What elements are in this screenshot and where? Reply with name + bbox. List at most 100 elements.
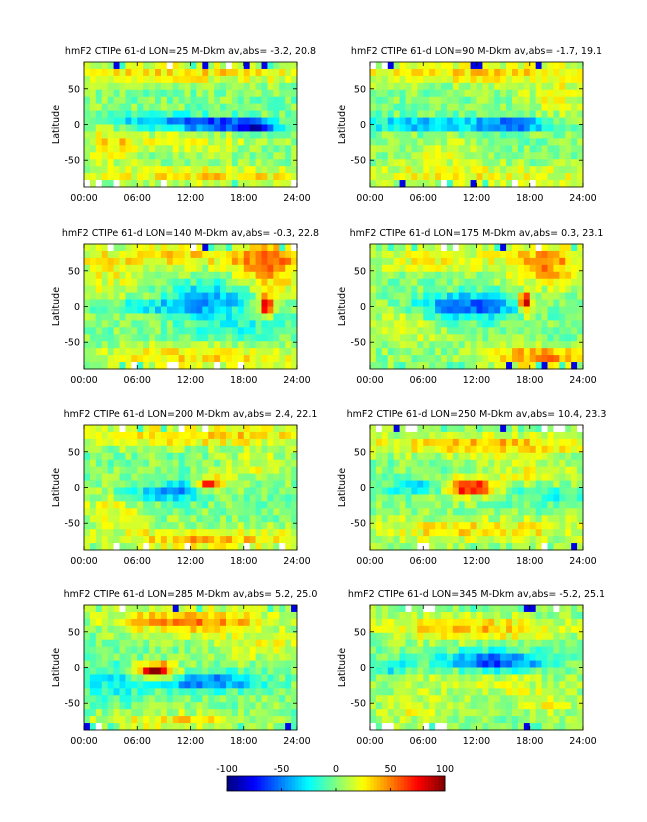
heatmap-cell bbox=[488, 438, 495, 447]
heatmap-cell bbox=[149, 159, 156, 167]
heatmap-cell bbox=[435, 355, 442, 363]
heatmap-cell bbox=[202, 166, 209, 174]
heatmap-cell bbox=[464, 68, 471, 77]
heatmap-cell bbox=[178, 96, 185, 105]
heatmap-cell bbox=[131, 96, 138, 105]
heatmap-cell bbox=[458, 145, 466, 153]
heatmap-cell bbox=[446, 152, 454, 160]
heatmap-cell bbox=[500, 320, 507, 328]
heatmap-cell bbox=[137, 173, 144, 181]
heatmap-cell bbox=[101, 431, 109, 440]
heatmap-cell bbox=[208, 103, 215, 112]
heatmap-cell bbox=[441, 131, 448, 139]
heatmap-cell bbox=[137, 611, 144, 620]
heatmap-cell bbox=[470, 355, 477, 363]
heatmap-cell bbox=[291, 445, 298, 454]
heatmap-cell bbox=[476, 487, 483, 495]
heatmap-cell bbox=[160, 501, 168, 509]
heatmap-cell bbox=[476, 625, 483, 634]
heatmap-cell bbox=[476, 431, 483, 440]
heatmap-cell bbox=[405, 271, 412, 280]
x-tick-label: 24:00 bbox=[283, 736, 310, 747]
heatmap-cell bbox=[143, 278, 150, 287]
heatmap-cell bbox=[285, 431, 292, 440]
heatmap-cell bbox=[571, 110, 578, 118]
heatmap-cell bbox=[506, 271, 513, 280]
heatmap-cell bbox=[417, 355, 424, 363]
heatmap-cell bbox=[95, 313, 103, 321]
heatmap-cell bbox=[137, 355, 144, 363]
heatmap-cell bbox=[476, 264, 483, 273]
heatmap-cell bbox=[529, 529, 537, 537]
heatmap-cell bbox=[458, 75, 466, 84]
heatmap-cell bbox=[291, 536, 298, 544]
heatmap-cell bbox=[166, 618, 174, 627]
heatmap-cell bbox=[458, 159, 466, 167]
heatmap-cell bbox=[125, 355, 132, 363]
heatmap-cell bbox=[89, 674, 97, 682]
heatmap-cell bbox=[553, 625, 560, 634]
heatmap-cell bbox=[243, 278, 251, 287]
heatmap-cell bbox=[237, 473, 245, 481]
heatmap-cell bbox=[113, 166, 120, 174]
heatmap-cell bbox=[506, 348, 513, 356]
heatmap-cell bbox=[423, 152, 430, 160]
heatmap-cell bbox=[95, 244, 103, 252]
heatmap-cell bbox=[470, 124, 477, 132]
heatmap-cell bbox=[547, 341, 554, 349]
heatmap-cell bbox=[405, 117, 412, 125]
heatmap-cell bbox=[441, 62, 448, 70]
heatmap-cell bbox=[95, 173, 103, 181]
heatmap-cell bbox=[196, 173, 203, 181]
heatmap-cell bbox=[577, 632, 584, 641]
heatmap-cell bbox=[529, 625, 537, 634]
heatmap-cell bbox=[279, 348, 286, 356]
heatmap-cell bbox=[441, 285, 448, 294]
heatmap-cell bbox=[119, 124, 126, 132]
heatmap-cell bbox=[452, 431, 460, 440]
heatmap-cell bbox=[237, 285, 245, 294]
heatmap-cell bbox=[375, 452, 383, 461]
heatmap-cell bbox=[261, 152, 268, 160]
heatmap-cell bbox=[101, 124, 109, 132]
heatmap-cell bbox=[166, 82, 174, 91]
heatmap-cell bbox=[452, 96, 460, 105]
heatmap-cell bbox=[417, 166, 424, 174]
heatmap-cell bbox=[452, 257, 460, 266]
heatmap-cell bbox=[435, 89, 442, 98]
heatmap-cell bbox=[547, 459, 554, 468]
heatmap-cell bbox=[565, 334, 572, 342]
heatmap-cell bbox=[535, 473, 542, 481]
heatmap-cell bbox=[255, 180, 262, 188]
heatmap-cell bbox=[387, 487, 395, 495]
heatmap-cell bbox=[184, 529, 191, 537]
heatmap-cell bbox=[243, 117, 251, 125]
heatmap-cell bbox=[577, 89, 584, 98]
heatmap-cell bbox=[441, 494, 448, 502]
heatmap-cell bbox=[184, 709, 191, 717]
heatmap-cell bbox=[470, 257, 477, 266]
heatmap-cell bbox=[500, 445, 507, 454]
heatmap-cell bbox=[464, 639, 471, 648]
heatmap-cell bbox=[464, 271, 471, 280]
heatmap-cell bbox=[529, 431, 537, 440]
heatmap-cell bbox=[375, 244, 383, 252]
heatmap-cell bbox=[393, 152, 400, 160]
heatmap-cell bbox=[381, 501, 389, 509]
heatmap-cell bbox=[255, 487, 262, 495]
heatmap-cell bbox=[267, 688, 274, 696]
heatmap-cell bbox=[553, 334, 560, 342]
heatmap-cell bbox=[166, 667, 174, 675]
heatmap-cell bbox=[261, 75, 268, 84]
heatmap-cell bbox=[470, 82, 477, 91]
heatmap-cell bbox=[255, 501, 262, 509]
heatmap-cell bbox=[470, 110, 477, 118]
heatmap-cell bbox=[243, 695, 251, 703]
heatmap-cell bbox=[405, 145, 412, 153]
heatmap-cell bbox=[155, 425, 162, 433]
heatmap-cell bbox=[399, 348, 406, 356]
heatmap-cell bbox=[255, 271, 262, 280]
heatmap-cell bbox=[517, 180, 525, 188]
heatmap-cell bbox=[155, 68, 162, 77]
heatmap-cell bbox=[429, 285, 436, 294]
